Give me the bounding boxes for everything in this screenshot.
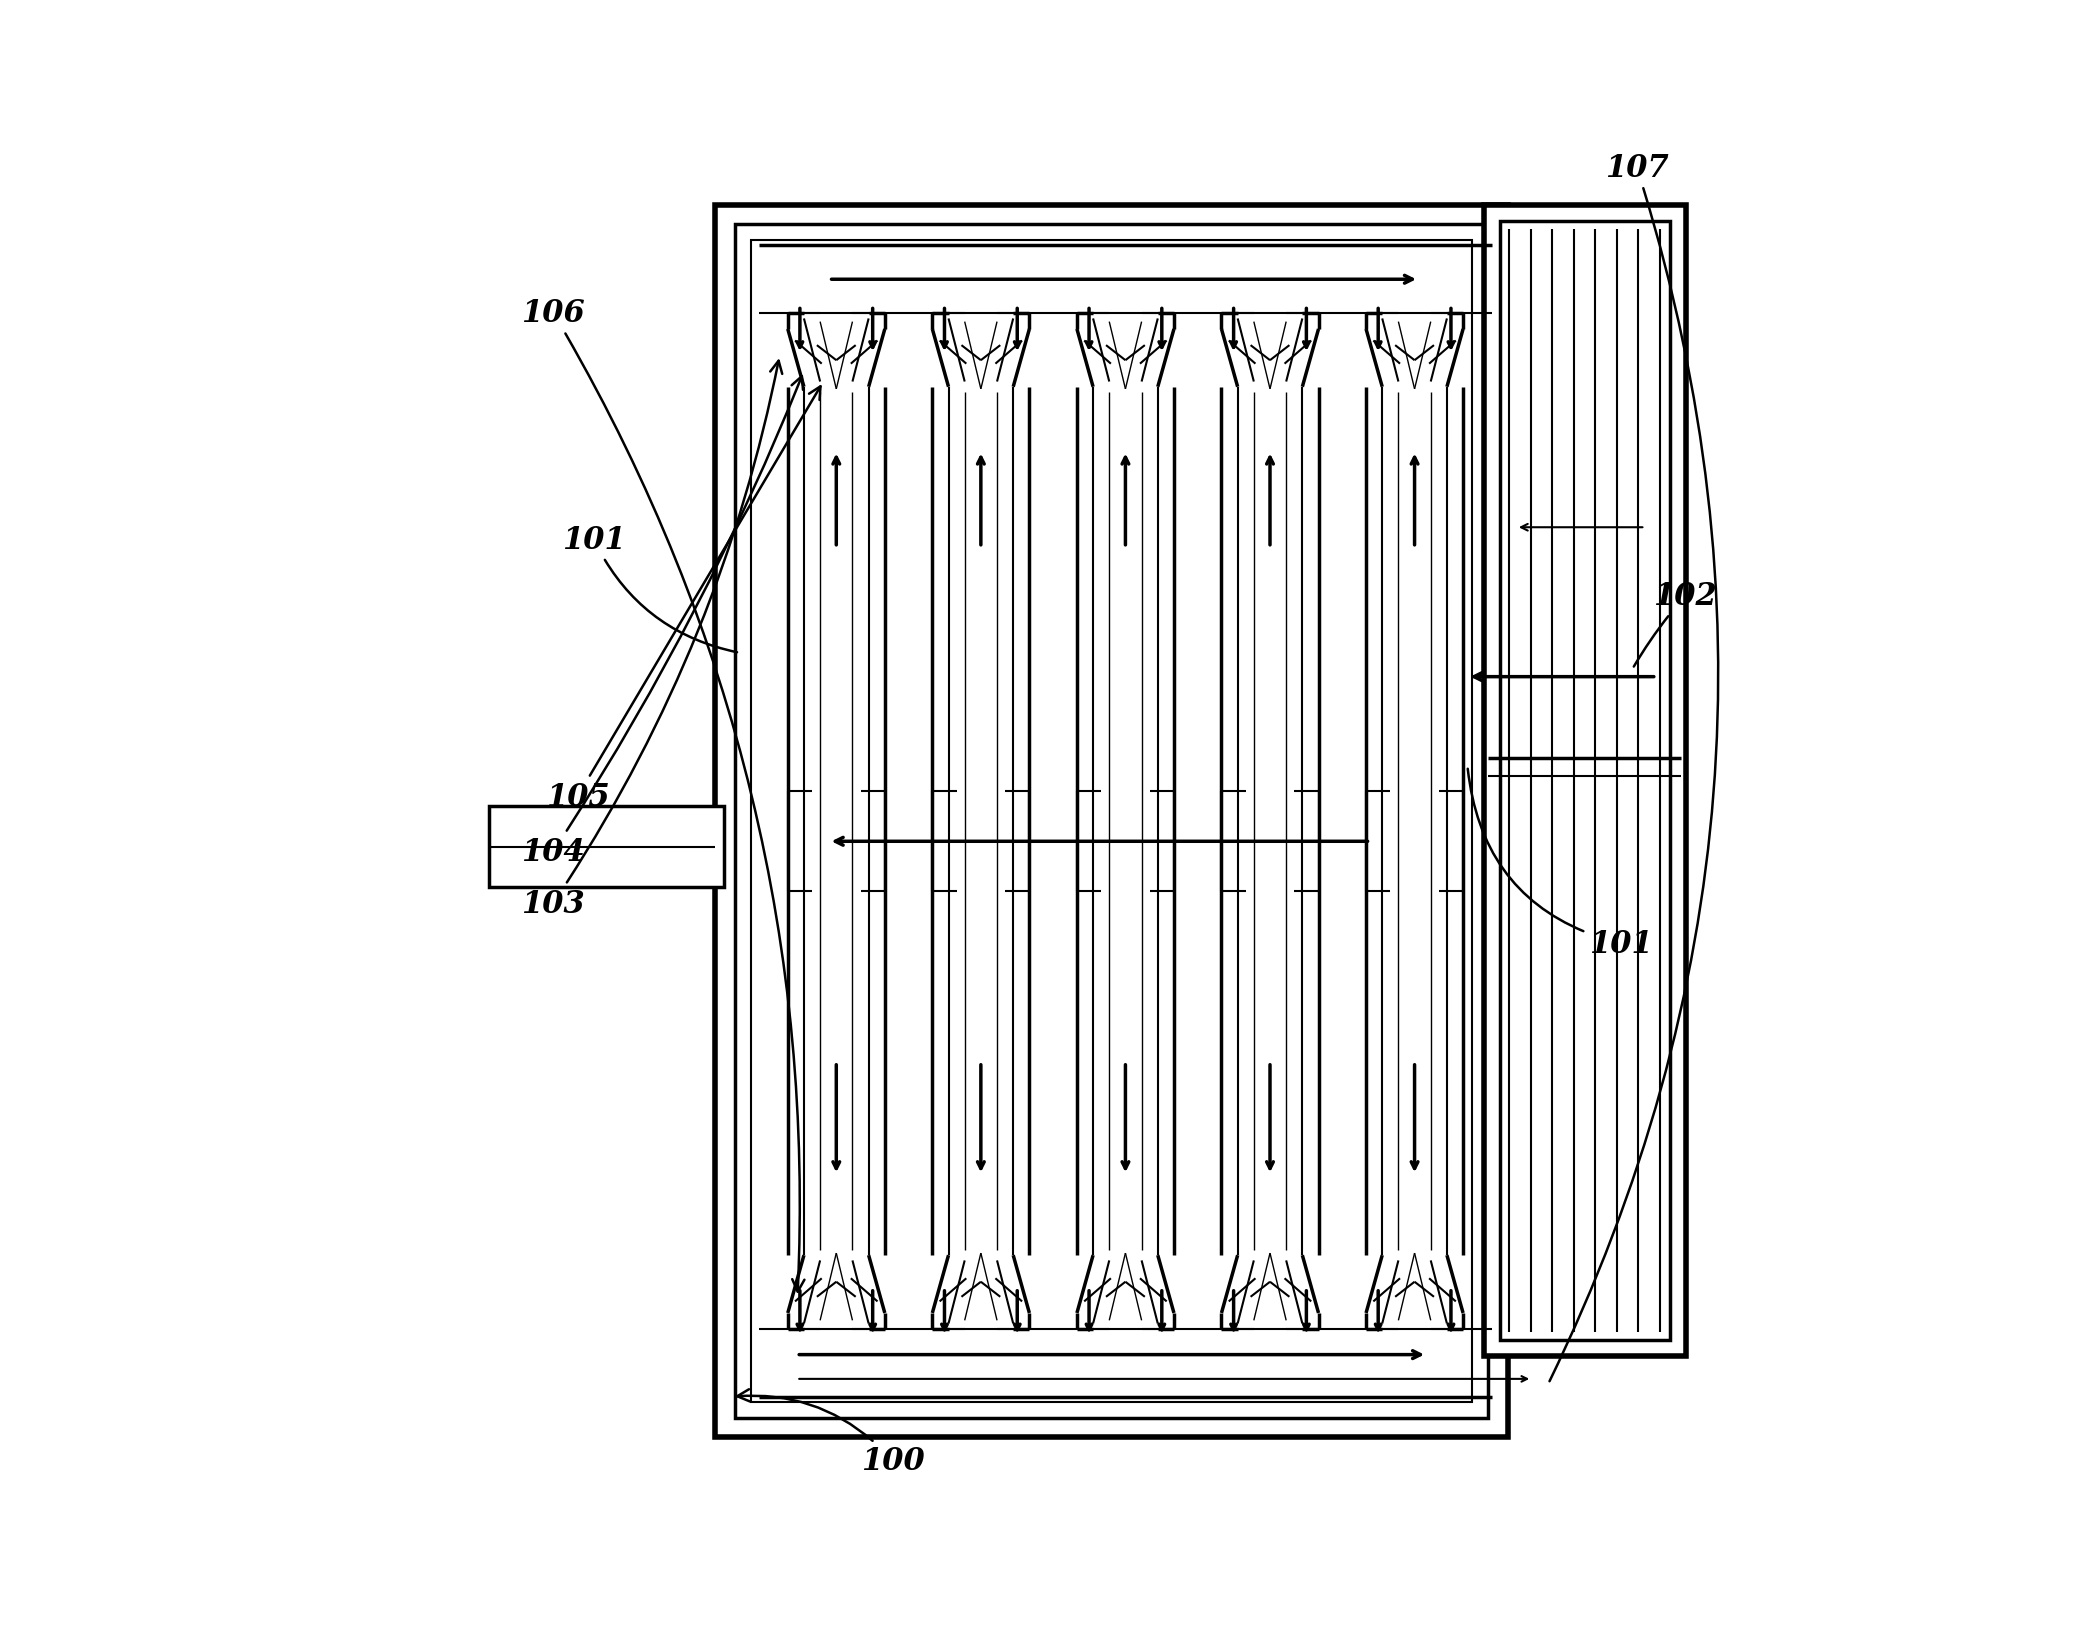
Text: 102: 102 bbox=[1633, 580, 1717, 667]
Text: 101: 101 bbox=[561, 525, 737, 654]
Text: 101: 101 bbox=[1468, 769, 1652, 960]
Text: 105: 105 bbox=[547, 386, 821, 812]
Bar bbox=[752, 241, 1472, 1402]
Text: 106: 106 bbox=[521, 298, 804, 1293]
Text: 104: 104 bbox=[521, 377, 802, 867]
Bar bbox=[1485, 205, 1686, 1356]
Bar bbox=[716, 205, 1508, 1438]
Bar bbox=[1499, 222, 1669, 1340]
Text: 103: 103 bbox=[521, 362, 783, 919]
Bar bbox=[490, 807, 725, 888]
Text: 100: 100 bbox=[737, 1389, 926, 1477]
Text: 107: 107 bbox=[1550, 153, 1719, 1381]
Bar bbox=[735, 225, 1489, 1418]
